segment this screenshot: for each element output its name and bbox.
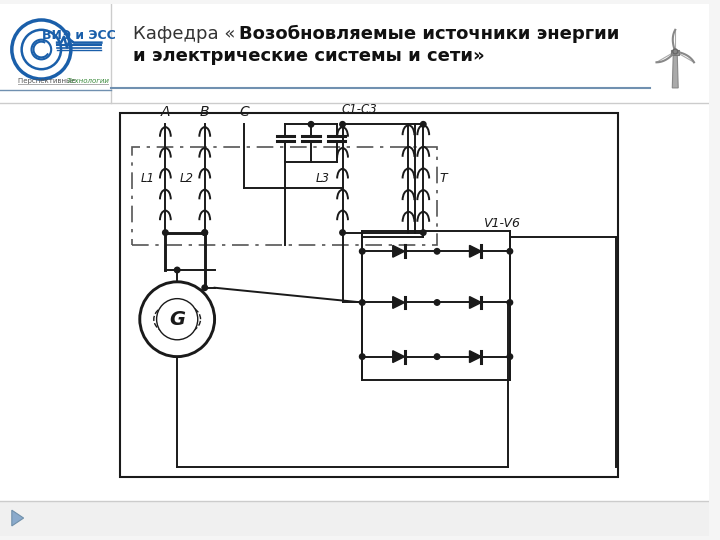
Text: B: B bbox=[200, 105, 210, 119]
Text: Кафедра «: Кафедра « bbox=[133, 25, 235, 43]
Circle shape bbox=[507, 354, 513, 360]
Text: C1-C3: C1-C3 bbox=[341, 104, 377, 117]
Circle shape bbox=[359, 248, 365, 254]
Circle shape bbox=[157, 299, 198, 340]
Text: L1: L1 bbox=[140, 172, 155, 185]
Text: T: T bbox=[439, 172, 446, 185]
Circle shape bbox=[420, 230, 426, 235]
Circle shape bbox=[507, 248, 513, 254]
Circle shape bbox=[359, 300, 365, 305]
Text: Перспективные: Перспективные bbox=[18, 78, 78, 84]
Bar bbox=[671, 51, 679, 56]
Text: ВИЭ и ЭСС: ВИЭ и ЭСС bbox=[42, 29, 116, 42]
Text: Технологии: Технологии bbox=[67, 78, 110, 84]
Bar bbox=[120, 112, 618, 477]
Circle shape bbox=[340, 122, 346, 127]
Circle shape bbox=[672, 49, 678, 54]
Polygon shape bbox=[672, 53, 678, 88]
Polygon shape bbox=[392, 245, 405, 257]
Circle shape bbox=[420, 122, 426, 127]
Text: G: G bbox=[169, 310, 185, 329]
Polygon shape bbox=[392, 350, 405, 362]
Bar bbox=[132, 147, 437, 245]
Circle shape bbox=[174, 267, 180, 273]
Circle shape bbox=[507, 300, 513, 305]
Bar bbox=[362, 231, 510, 380]
Circle shape bbox=[434, 248, 440, 254]
Polygon shape bbox=[469, 245, 482, 257]
Circle shape bbox=[340, 230, 346, 235]
Circle shape bbox=[308, 122, 314, 127]
Circle shape bbox=[434, 300, 440, 305]
Text: L2: L2 bbox=[180, 172, 194, 185]
Polygon shape bbox=[469, 296, 482, 308]
Polygon shape bbox=[12, 510, 24, 526]
Text: и электрические системы и сети»: и электрические системы и сети» bbox=[133, 48, 485, 65]
Circle shape bbox=[434, 354, 440, 360]
Circle shape bbox=[202, 230, 207, 235]
Text: A: A bbox=[161, 105, 170, 119]
Circle shape bbox=[202, 230, 207, 235]
Text: C: C bbox=[239, 105, 249, 119]
Circle shape bbox=[359, 354, 365, 360]
Polygon shape bbox=[469, 350, 482, 362]
Text: Возобновляемые источники энергии: Возобновляемые источники энергии bbox=[239, 25, 620, 43]
Circle shape bbox=[140, 282, 215, 356]
Circle shape bbox=[202, 285, 207, 291]
Text: L3: L3 bbox=[316, 172, 330, 185]
Circle shape bbox=[163, 230, 168, 235]
Bar bbox=[0, 501, 708, 536]
Polygon shape bbox=[392, 296, 405, 308]
Text: V1-V6: V1-V6 bbox=[483, 217, 521, 230]
